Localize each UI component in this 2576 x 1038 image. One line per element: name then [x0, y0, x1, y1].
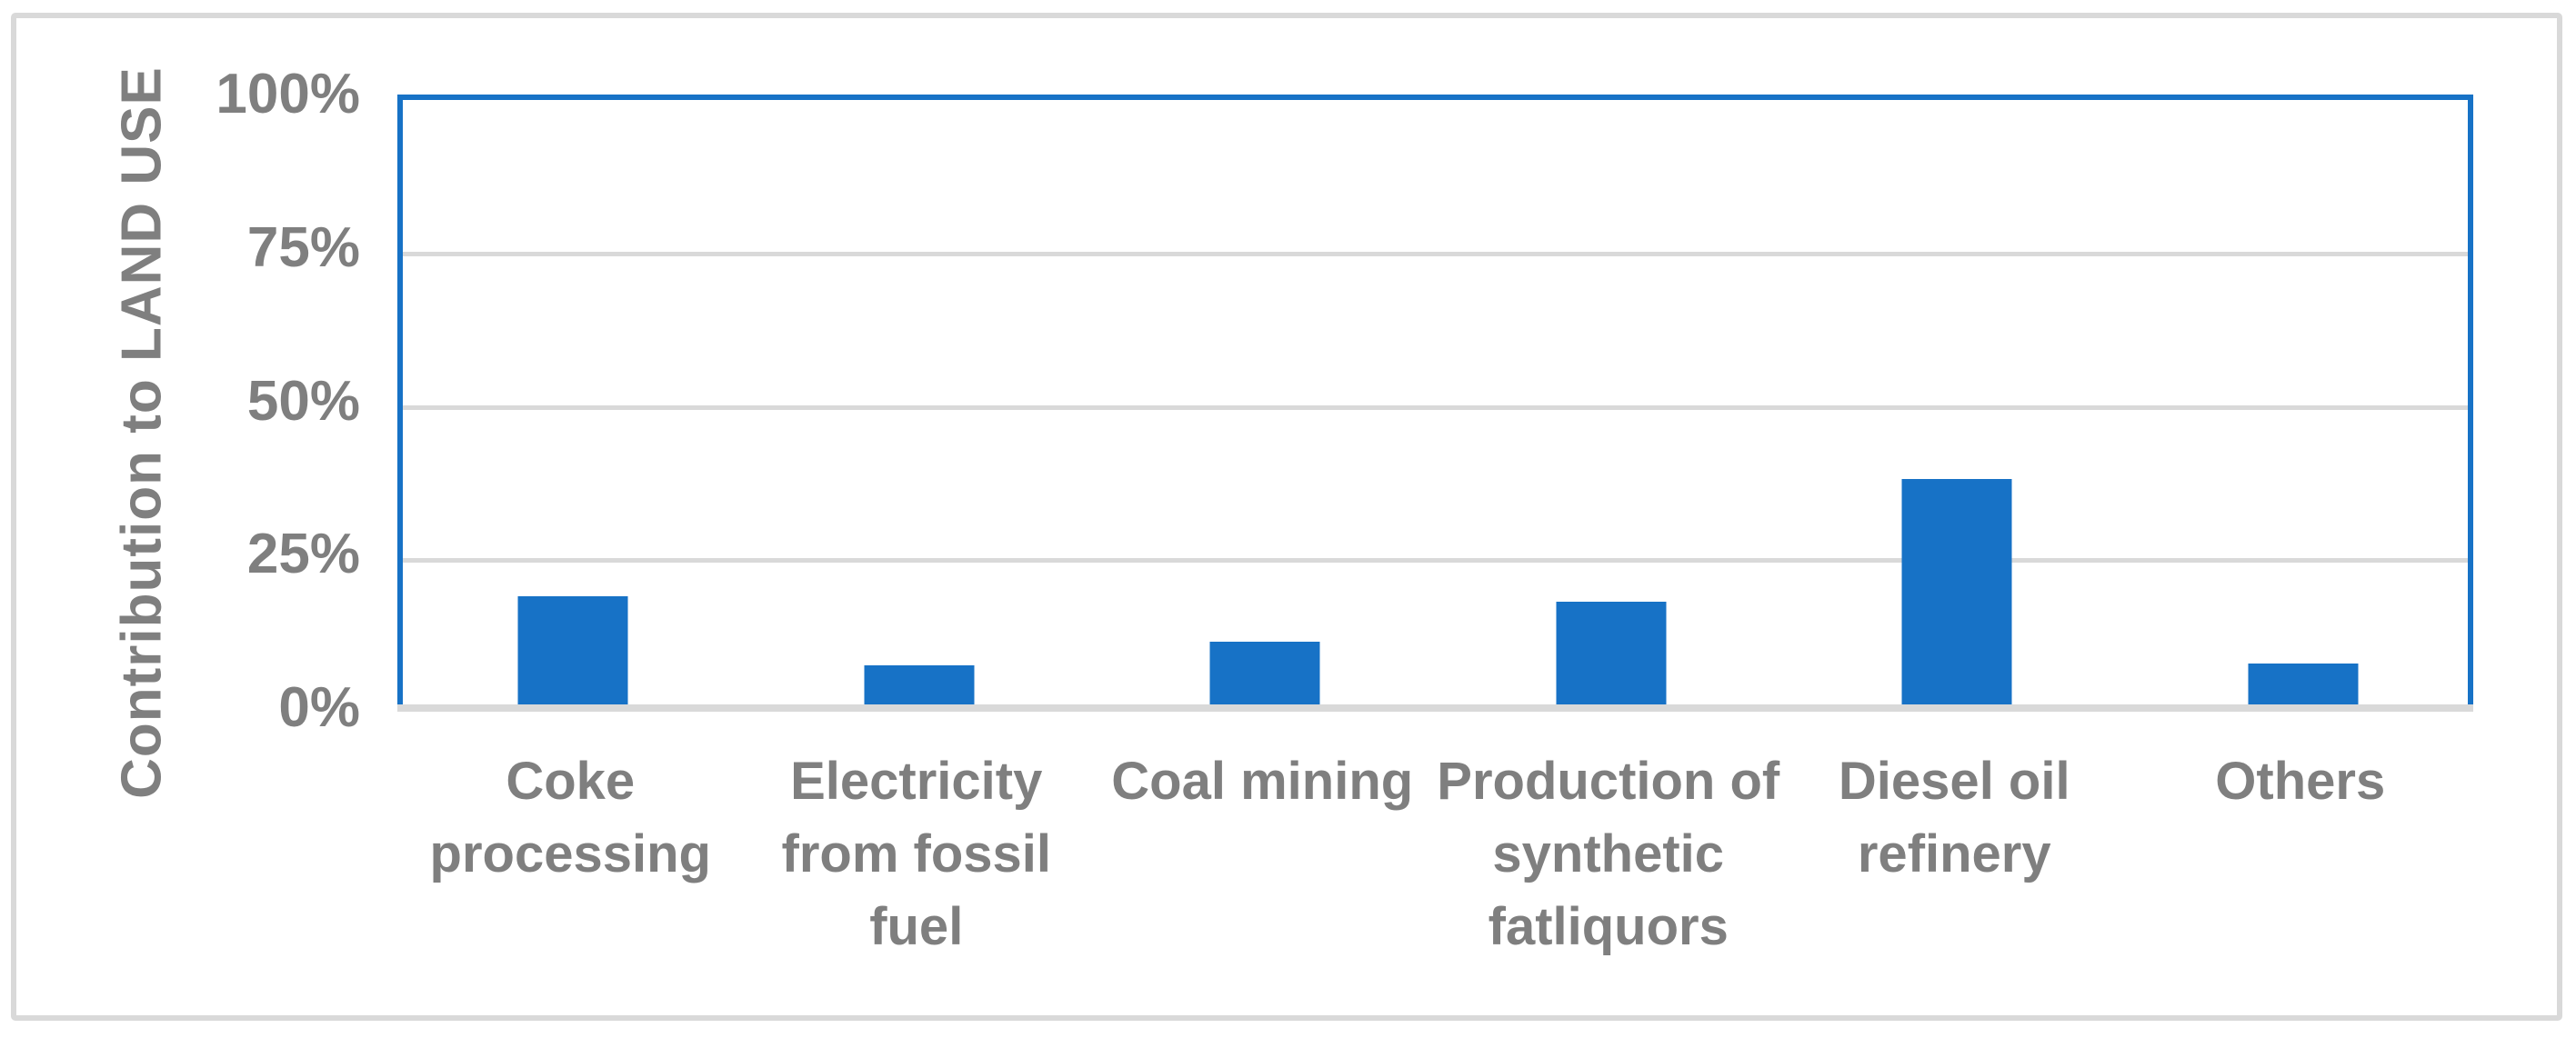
y-tick-label-50: 50% — [246, 369, 360, 433]
y-tick-label-0: 0% — [278, 676, 360, 739]
bar-electricity-from-fossil-fuel — [864, 665, 975, 708]
gridline-75 — [403, 251, 2468, 256]
y-tick-label-100: 100% — [216, 63, 360, 125]
bar-others — [2248, 664, 2359, 708]
y-tick-label-25: 25% — [246, 523, 360, 586]
bar-diesel-oil-refinery — [1901, 478, 2012, 708]
x-category-label-production-of-synthetic-fatliquors: Production of synthetic fatliquors — [1437, 752, 1780, 956]
gridline-25 — [403, 558, 2468, 564]
y-tick-label-75: 75% — [246, 215, 360, 279]
x-category-label-coke-processing: Coke processing — [429, 752, 711, 883]
bar-coal-mining — [1209, 642, 1320, 708]
x-category-label-coal-mining: Coal mining — [1111, 752, 1414, 811]
x-axis-line — [397, 704, 2473, 712]
plot-area — [397, 95, 2473, 708]
bar-production-of-synthetic-fatliquors — [1556, 601, 1667, 708]
x-category-label-electricity-from-fossil-fuel: Electricity from fossil fuel — [781, 752, 1052, 956]
x-category-label-others: Others — [2215, 752, 2386, 811]
chart-figure-frame: Contribution to LAND USE 100% 75% 50% 25% 0%… — [11, 13, 2562, 1021]
gridline-50 — [403, 404, 2468, 410]
bar-coke-processing — [517, 596, 628, 708]
x-category-label-diesel-oil-refinery: Diesel oil refinery — [1838, 752, 2070, 883]
